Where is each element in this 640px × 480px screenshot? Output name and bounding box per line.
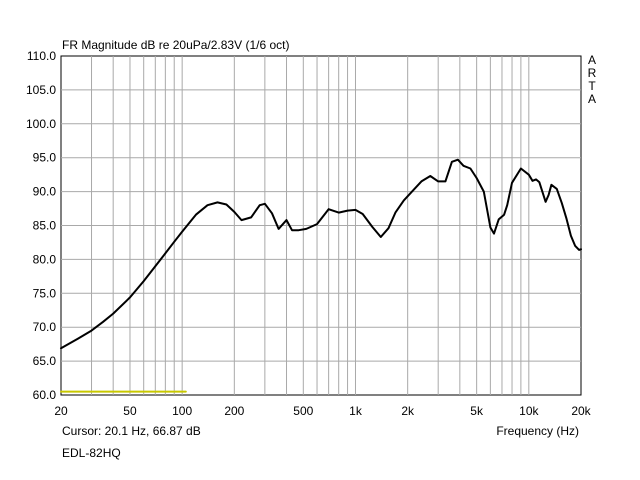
x-tick-label: 1k (349, 404, 363, 418)
y-tick-label: 80.0 (33, 252, 57, 266)
device-name: EDL-82HQ (62, 446, 121, 460)
y-tick-label: 110.0 (27, 49, 56, 63)
y-tick-label: 100.0 (26, 117, 56, 131)
y-tick-label: 75.0 (33, 286, 57, 300)
series-layer (60, 158, 582, 393)
y-tick-label: 65.0 (33, 354, 57, 368)
y-tick-label: 85.0 (33, 219, 57, 233)
y-tick-label: 105.0 (26, 83, 56, 97)
x-axis-label: Frequency (Hz) (496, 424, 579, 438)
x-tick-label: 20 (54, 404, 68, 418)
y-tick-label: 60.0 (33, 388, 57, 402)
x-tick-label: 100 (172, 404, 192, 418)
y-tick-label: 70.0 (33, 320, 57, 334)
y-tick-label: 90.0 (33, 185, 57, 199)
logo-letter: R (587, 66, 597, 80)
x-tick-labels: 20 50 100 200 500 1k 2k 5k 10k 20k (54, 404, 591, 418)
x-tick-label: 20k (571, 404, 591, 418)
cursor-readout: Cursor: 20.1 Hz, 66.87 dB (62, 424, 201, 438)
logo-letter: A (587, 53, 596, 67)
arta-logo: A R T A (586, 54, 598, 106)
frequency-response-curve (60, 158, 582, 350)
x-tick-label: 500 (293, 404, 313, 418)
horizontal-grid (61, 89, 581, 362)
x-tick-label: 10k (519, 404, 539, 418)
logo-letter: A (587, 92, 596, 106)
x-tick-label: 200 (224, 404, 244, 418)
x-tick-label: 2k (401, 404, 415, 418)
y-tick-labels: 60.0 65.0 70.0 75.0 80.0 85.0 90.0 95.0 100.0 105… (26, 49, 56, 402)
x-tick-label: 5k (470, 404, 484, 418)
y-tick-label: 95.0 (33, 151, 57, 165)
chart-title: FR Magnitude dB re 20uPa/2.83V (1/6 oct) (62, 38, 290, 52)
logo-letter: T (588, 79, 596, 93)
x-tick-label: 50 (123, 404, 137, 418)
